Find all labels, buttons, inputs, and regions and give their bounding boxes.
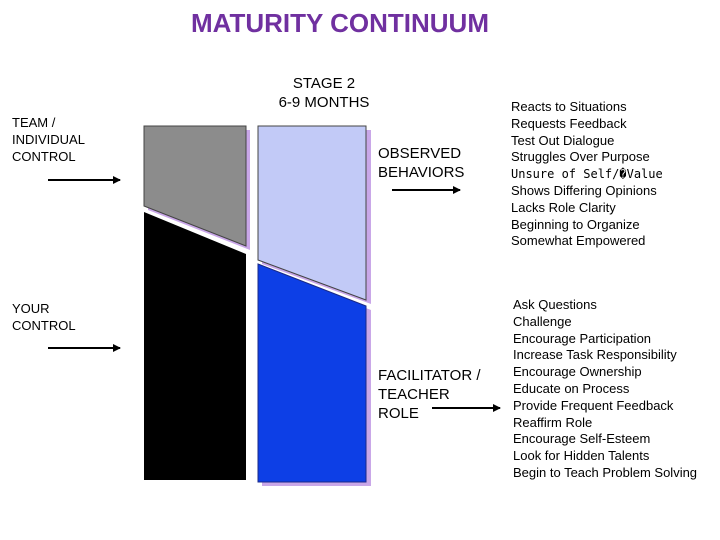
stage-number: STAGE 2 (292, 75, 356, 92)
stage-duration: 6-9 MONTHS (278, 94, 370, 111)
list-item: Begin to Teach Problem Solving (513, 464, 698, 480)
team-control-line: TEAM / (12, 115, 56, 130)
observed-behaviors-list: Reacts to Situations Requests Feedback T… (511, 99, 663, 250)
facilitator-role-line: FACILITATOR / (378, 367, 481, 384)
list-item: Struggles Over Purpose (511, 149, 650, 165)
list-item: Shows Differing Opinions (511, 182, 657, 198)
team-control-line: CONTROL (12, 149, 76, 164)
facilitator-role-line: ROLE (378, 405, 419, 422)
observed-behaviors-label: OBSERVED BEHAVIORS (378, 144, 464, 182)
your-control-line: CONTROL (12, 318, 76, 333)
facilitator-role-shape (257, 263, 367, 483)
list-item: Educate on Process (513, 380, 630, 396)
observed-behaviors-line: BEHAVIORS (378, 164, 465, 181)
list-item: Unsure of Self/�Value (511, 167, 663, 182)
list-item: Provide Frequent Feedback (513, 397, 674, 413)
facilitator-role-list: Ask Questions Challenge Encourage Partic… (513, 297, 697, 482)
your-control-line: YOUR (12, 301, 50, 316)
list-item: Somewhat Empowered (511, 233, 646, 249)
team-control-label: TEAM / INDIVIDUAL CONTROL (12, 114, 85, 165)
list-item: Ask Questions (513, 297, 597, 312)
team-control-shape (143, 125, 247, 247)
list-item: Encourage Ownership (513, 364, 642, 380)
facilitator-role-line: TEACHER (378, 386, 450, 403)
list-item: Challenge (513, 313, 572, 329)
list-item: Reacts to Situations (511, 99, 627, 114)
list-item: Beginning to Organize (511, 216, 640, 232)
list-item: Encourage Participation (513, 330, 652, 346)
list-item: Look for Hidden Talents (513, 448, 650, 464)
team-control-line: INDIVIDUAL (12, 132, 85, 147)
observed-behaviors-line: OBSERVED (378, 145, 462, 162)
your-control-label: YOUR CONTROL (12, 300, 76, 334)
list-item: Encourage Self-Esteem (513, 431, 651, 447)
facilitator-role-label: FACILITATOR / TEACHER ROLE (378, 366, 481, 423)
page-title: MATURITY CONTINUUM (190, 8, 489, 38)
list-item: Test Out Dialogue (511, 132, 615, 148)
your-control-shape (144, 212, 246, 480)
stage-label: STAGE 2 6-9 MONTHS (272, 74, 376, 112)
observed-behaviors-shape (257, 125, 367, 301)
list-item: Requests Feedback (511, 115, 627, 131)
list-item: Lacks Role Clarity (511, 199, 616, 215)
list-item: Reaffirm Role (513, 414, 593, 430)
list-item: Increase Task Responsibility (513, 347, 677, 363)
